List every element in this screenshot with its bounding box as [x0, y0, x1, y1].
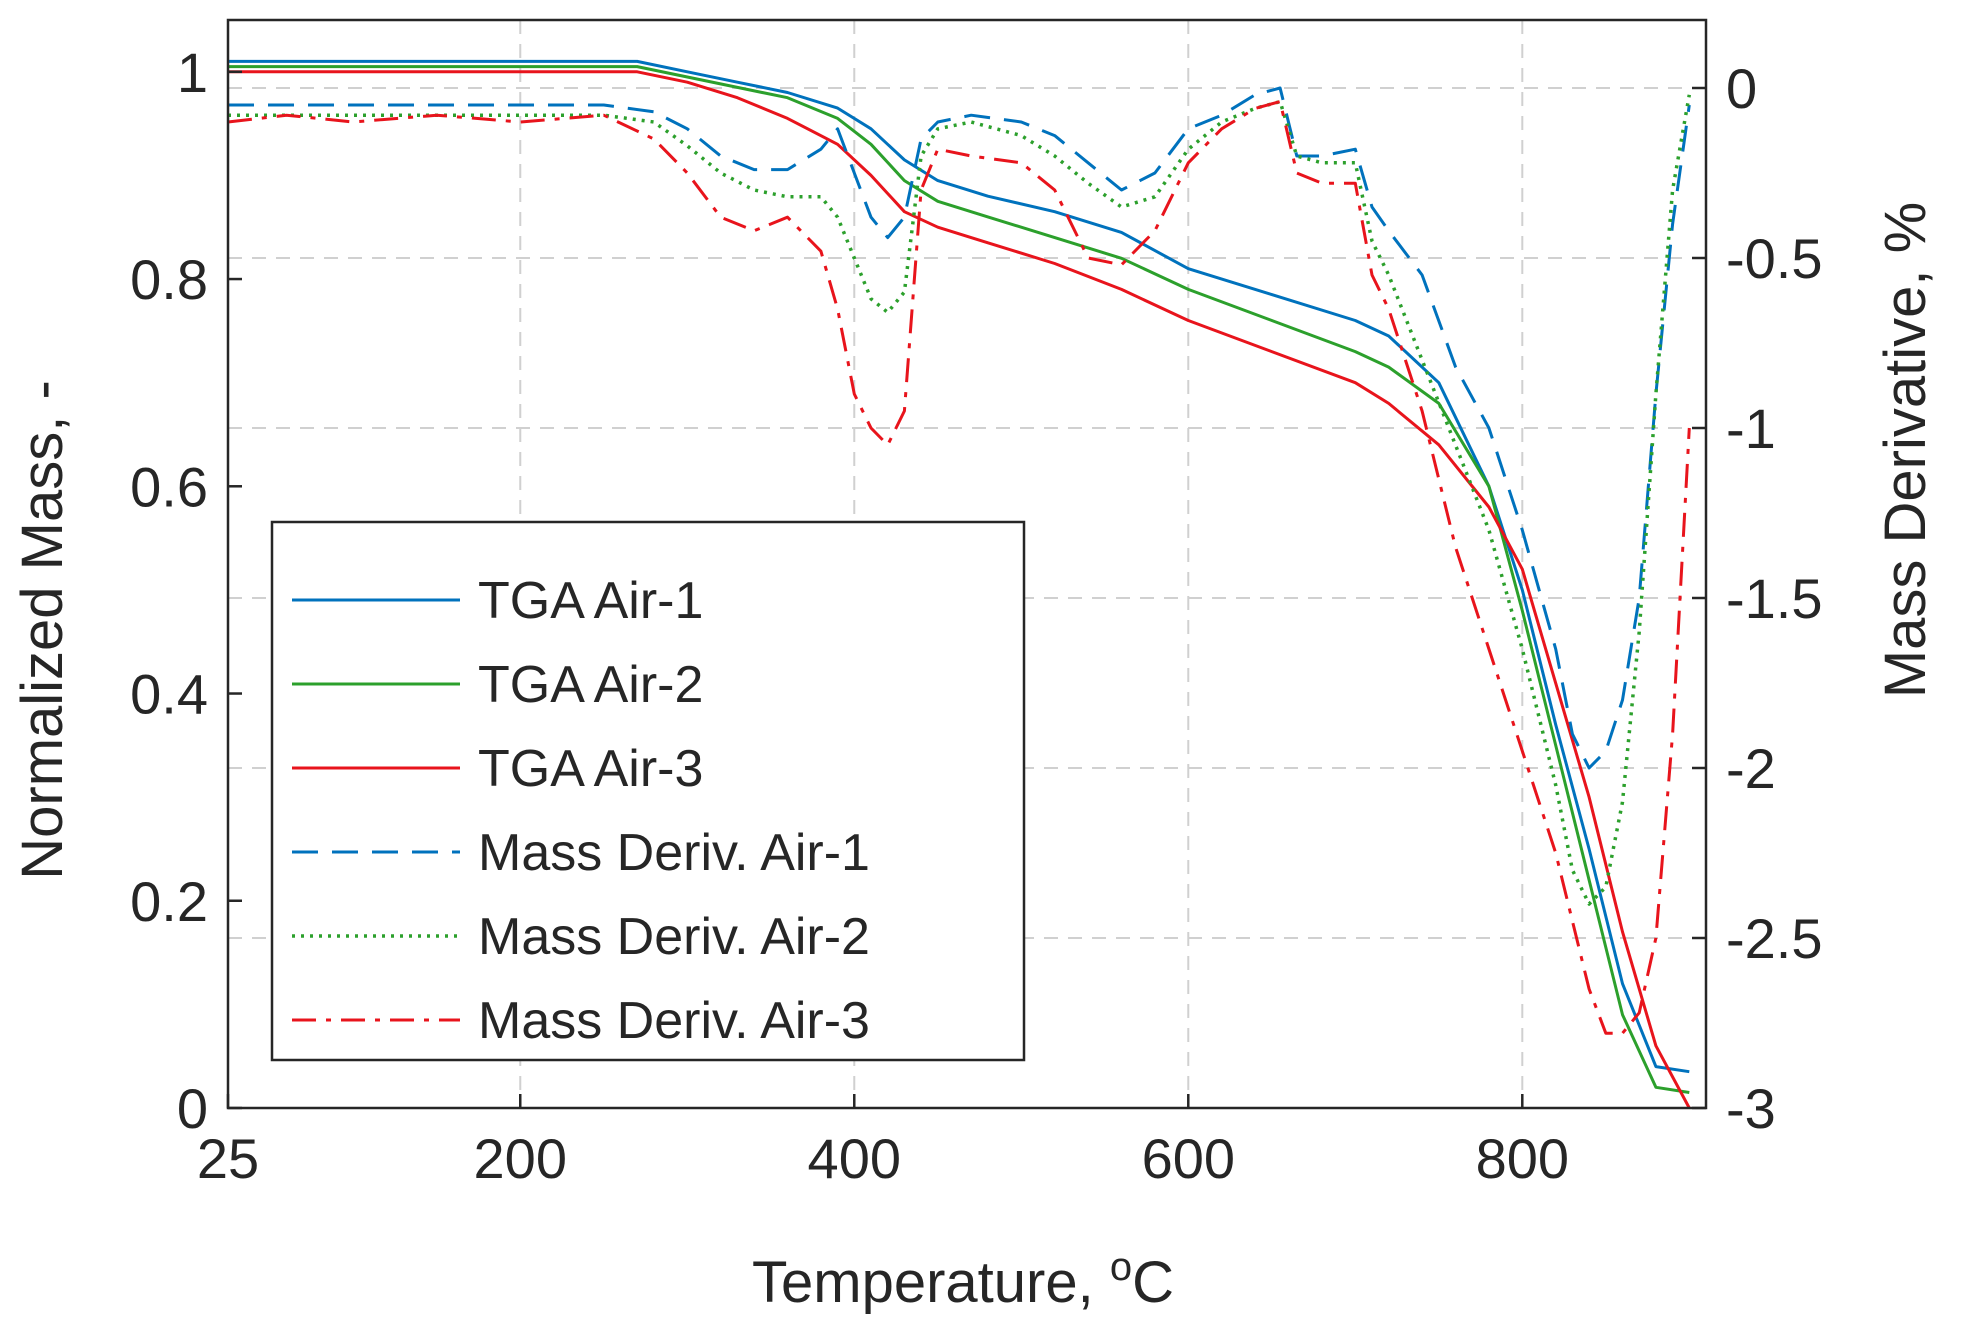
- y-left-tick-label: 0.4: [130, 663, 208, 726]
- legend-box: [270, 520, 1026, 1062]
- legend-label-6: Mass Deriv. Air-3: [478, 992, 870, 1050]
- series-line-2: [228, 65, 1690, 1094]
- y-right-tick-label: 0: [1726, 57, 1757, 120]
- legend-label-2: TGA Air-2: [478, 656, 703, 714]
- y-right-tick-label: -1.5: [1726, 567, 1823, 630]
- y-right-tick-label: -3: [1726, 1077, 1776, 1140]
- y-axis-right: -3 -2.5 -2 -1.5 -1 -0.5 0: [1692, 57, 1823, 1140]
- series-group: [227, 59, 1692, 1109]
- x-axis: 25 200 400 600 800: [197, 1094, 1569, 1190]
- x-tick-label: 200: [474, 1127, 567, 1190]
- y-left-tick-label: 0.8: [130, 248, 208, 311]
- plot-frame: [226, 18, 1708, 1110]
- y-axis-left: 0 0.2 0.4 0.6 0.8 1: [130, 41, 242, 1140]
- legend-label-1: TGA Air-1: [478, 572, 703, 630]
- x-tick-label: 25: [197, 1127, 259, 1190]
- y-left-tick-label: 1: [177, 41, 208, 104]
- series-line-4: [228, 86, 1691, 770]
- y-right-tick-label: -2: [1726, 737, 1776, 800]
- series-line-3: [228, 70, 1691, 1109]
- x-tick-label: 400: [808, 1127, 901, 1190]
- x-tick-label: 800: [1476, 1127, 1569, 1190]
- legend-label-3: TGA Air-3: [478, 740, 703, 798]
- y-right-tick-label: -1: [1726, 397, 1776, 460]
- y-left-tick-label: 0: [177, 1077, 208, 1140]
- series-line-5: [228, 94, 1692, 906]
- legend-label-4: Mass Deriv. Air-1: [478, 824, 870, 882]
- y-right-tick-label: -0.5: [1726, 227, 1823, 290]
- legend-label-5: Mass Deriv. Air-2: [478, 908, 870, 966]
- series-line-6: [227, 100, 1691, 1035]
- x-tick-label: 600: [1142, 1127, 1235, 1190]
- legend: TGA Air-1 TGA Air-2 TGA Air-3 Mass Deriv. A…: [270, 520, 1026, 1062]
- y-axis-right-title: Mass Derivative, %: [1873, 202, 1938, 698]
- x-axis-title: Temperature, oC: [752, 1245, 1174, 1315]
- y-left-tick-label: 0.2: [130, 870, 208, 933]
- series-line-1: [228, 59, 1690, 1074]
- y-axis-left-title: Normalized Mass, -: [10, 380, 75, 880]
- y-right-tick-label: -2.5: [1726, 907, 1823, 970]
- y-left-tick-label: 0.6: [130, 455, 208, 518]
